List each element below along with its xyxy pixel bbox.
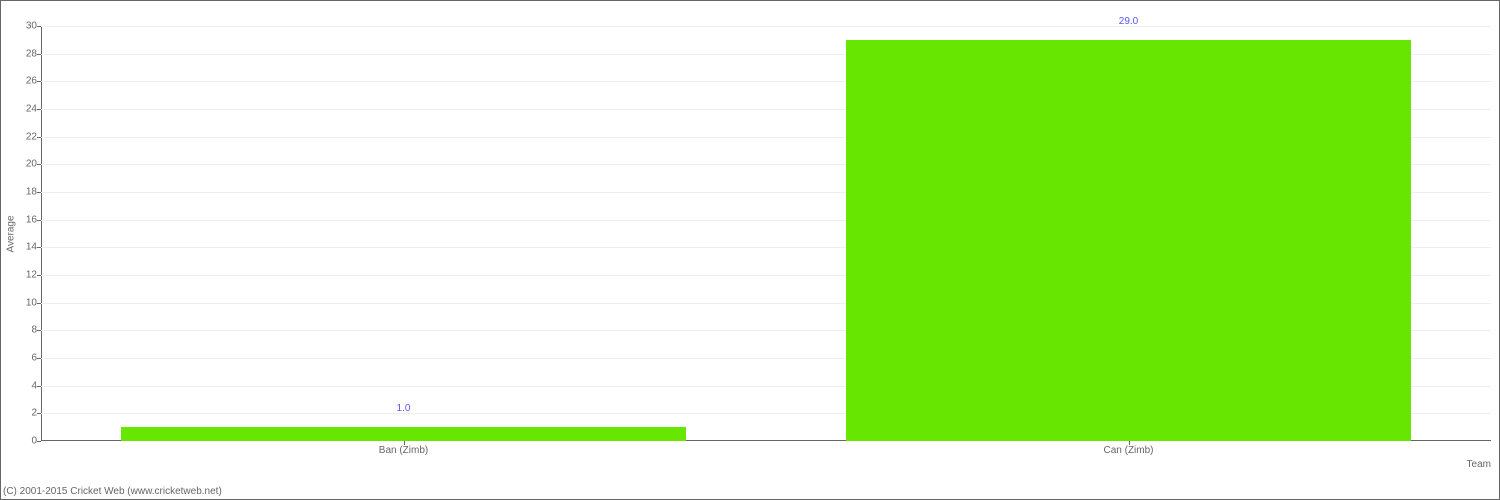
chart-container: 0246810121416182022242628301.0Ban (Zimb)… <box>0 0 1500 500</box>
x-axis-title: Team <box>1467 459 1491 470</box>
plot-area: 0246810121416182022242628301.0Ban (Zimb)… <box>41 26 1491 441</box>
y-tick-label: 8 <box>31 325 41 336</box>
y-axis-title: Average <box>6 215 17 252</box>
y-tick-label: 24 <box>26 104 41 115</box>
gridline <box>41 26 1491 27</box>
y-tick-label: 4 <box>31 380 41 391</box>
y-tick-label: 20 <box>26 159 41 170</box>
y-tick-label: 16 <box>26 214 41 225</box>
y-tick-label: 30 <box>26 21 41 32</box>
bar <box>121 427 687 441</box>
x-tick-label: Can (Zimb) <box>1103 441 1153 456</box>
y-tick-label: 26 <box>26 76 41 87</box>
y-axis-line <box>41 26 42 441</box>
y-tick-label: 10 <box>26 297 41 308</box>
bar-value-label: 29.0 <box>1119 16 1138 27</box>
bar <box>846 40 1412 441</box>
y-tick-label: 18 <box>26 187 41 198</box>
y-tick-label: 22 <box>26 131 41 142</box>
y-tick-label: 6 <box>31 353 41 364</box>
y-tick-label: 14 <box>26 242 41 253</box>
y-tick-label: 12 <box>26 270 41 281</box>
x-tick-label: Ban (Zimb) <box>379 441 428 456</box>
copyright-text: (C) 2001-2015 Cricket Web (www.cricketwe… <box>3 486 222 497</box>
y-tick-label: 28 <box>26 48 41 59</box>
y-tick-label: 2 <box>31 408 41 419</box>
y-tick-label: 0 <box>31 436 41 447</box>
bar-value-label: 1.0 <box>397 403 411 414</box>
